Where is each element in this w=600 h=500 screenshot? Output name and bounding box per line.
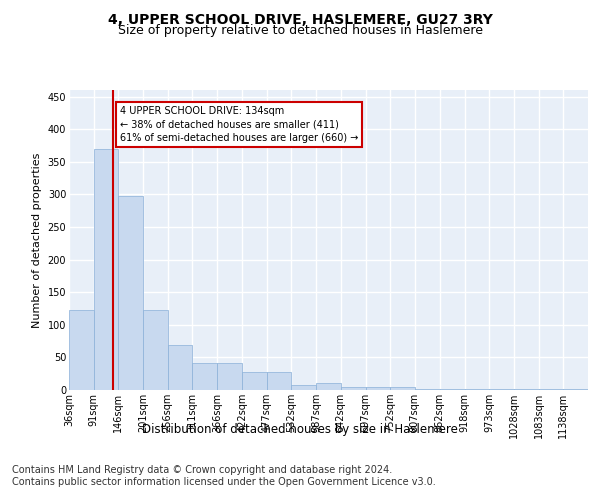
Bar <box>341 386 365 390</box>
Bar <box>563 388 588 390</box>
Bar <box>267 372 292 390</box>
Bar <box>242 372 267 390</box>
Text: Distribution of detached houses by size in Haslemere: Distribution of detached houses by size … <box>142 422 458 436</box>
Y-axis label: Number of detached properties: Number of detached properties <box>32 152 42 328</box>
Bar <box>94 148 118 390</box>
Bar <box>365 386 390 390</box>
Text: 4, UPPER SCHOOL DRIVE, HASLEMERE, GU27 3RY: 4, UPPER SCHOOL DRIVE, HASLEMERE, GU27 3… <box>107 12 493 26</box>
Bar <box>440 388 464 390</box>
Bar <box>390 386 415 390</box>
Bar <box>143 310 167 390</box>
Text: 4 UPPER SCHOOL DRIVE: 134sqm
← 38% of detached houses are smaller (411)
61% of s: 4 UPPER SCHOOL DRIVE: 134sqm ← 38% of de… <box>119 106 358 142</box>
Bar <box>167 345 193 390</box>
Bar <box>118 196 143 390</box>
Bar <box>415 388 440 390</box>
Text: Contains HM Land Registry data © Crown copyright and database right 2024.
Contai: Contains HM Land Registry data © Crown c… <box>12 465 436 486</box>
Bar <box>316 384 341 390</box>
Bar <box>69 310 94 390</box>
Bar <box>217 362 242 390</box>
Text: Size of property relative to detached houses in Haslemere: Size of property relative to detached ho… <box>118 24 482 37</box>
Bar <box>292 385 316 390</box>
Bar <box>193 362 217 390</box>
Bar <box>514 388 539 390</box>
